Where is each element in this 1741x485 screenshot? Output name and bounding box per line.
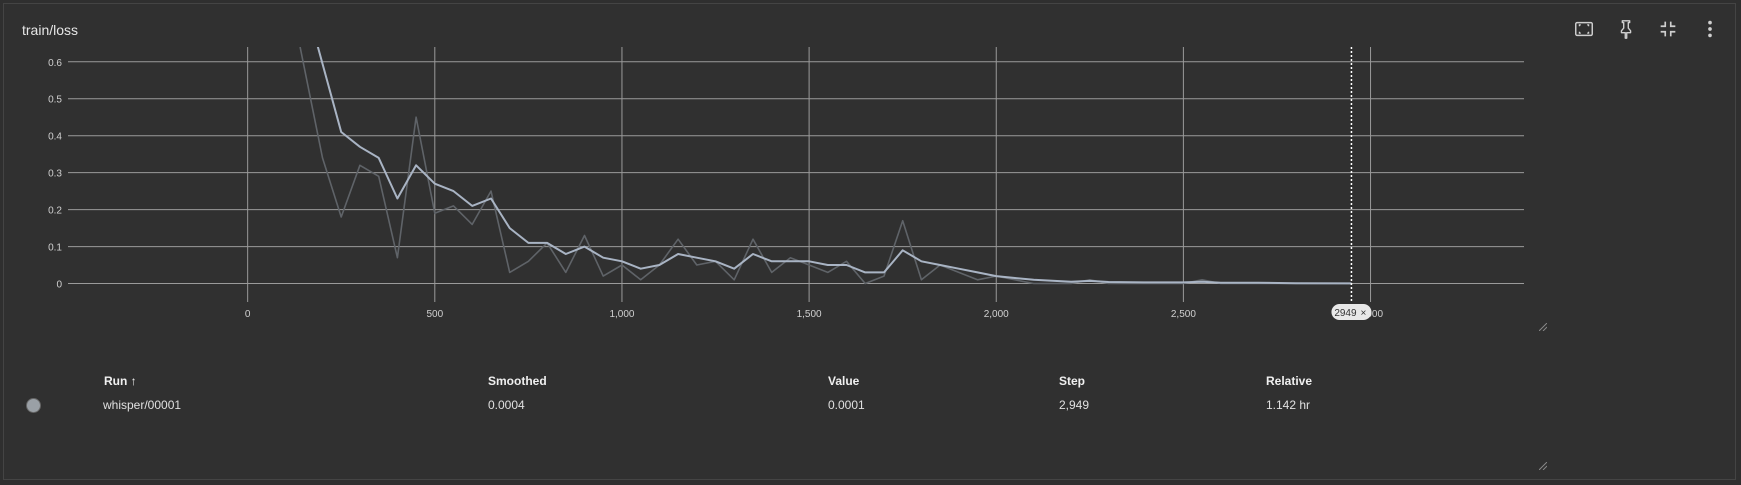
y-tick-label: 0.3 (48, 169, 62, 180)
header-smoothed: Smoothed (488, 374, 547, 388)
chart-card: train/loss 0 0.1 0.2 0.3 0.4 0.5 0.6 0 (3, 3, 1736, 480)
header-step: Step (1059, 374, 1086, 388)
y-tick-label: 0.1 (48, 243, 62, 254)
table-resize-handle[interactable] (1539, 462, 1547, 470)
x-tick-label: 0 (245, 309, 251, 320)
chart-resize-handle[interactable] (1539, 323, 1547, 331)
collapse-button[interactable] (1657, 18, 1679, 40)
smoothed-loss-line (316, 47, 1352, 285)
cell-step: 2,949 (1059, 398, 1090, 412)
raw-loss-line (299, 47, 1352, 285)
step-cursor-label: 2949 (1334, 308, 1357, 319)
x-tick-label: 500 (426, 309, 443, 320)
cell-smoothed: 0.0004 (488, 398, 525, 412)
x-tick-label: 1,500 (797, 309, 822, 320)
loss-chart[interactable]: 0 0.1 0.2 0.3 0.4 0.5 0.6 0 500 1,000 1,500 2,000 2,… (4, 4, 1737, 344)
x-tick-label: 2,000 (984, 309, 1009, 320)
step-cursor-close-icon[interactable]: × (1361, 308, 1367, 319)
x-tick-label: 1,000 (609, 309, 634, 320)
y-tick-label: 0.2 (48, 206, 62, 217)
cell-value: 0.0001 (828, 398, 865, 412)
run-color-dot (26, 398, 41, 413)
cell-relative: 1.142 hr (1266, 398, 1311, 412)
more-options-button[interactable] (1699, 18, 1721, 40)
chart-toolbar (1573, 18, 1721, 40)
header-value: Value (828, 374, 860, 388)
chart-title: train/loss (22, 22, 79, 38)
more-vert-icon (1708, 20, 1712, 38)
step-cursor-badge[interactable] (1331, 304, 1372, 320)
y-tick-label: 0.5 (48, 95, 62, 106)
y-tick-label: 0.4 (48, 132, 62, 143)
cell-run: whisper/00001 (103, 398, 182, 412)
y-tick-label: 0.6 (48, 58, 62, 69)
y-tick-label: 0 (56, 280, 62, 291)
x-tick-label: 2,500 (1171, 309, 1196, 320)
collapse-icon (1660, 21, 1676, 37)
pin-button[interactable] (1615, 18, 1637, 40)
header-relative: Relative (1266, 374, 1313, 388)
fit-domain-icon (1575, 21, 1593, 37)
pin-icon (1620, 20, 1632, 39)
fit-domain-button[interactable] (1573, 18, 1595, 40)
header-run[interactable]: Run ↑ (104, 374, 137, 388)
